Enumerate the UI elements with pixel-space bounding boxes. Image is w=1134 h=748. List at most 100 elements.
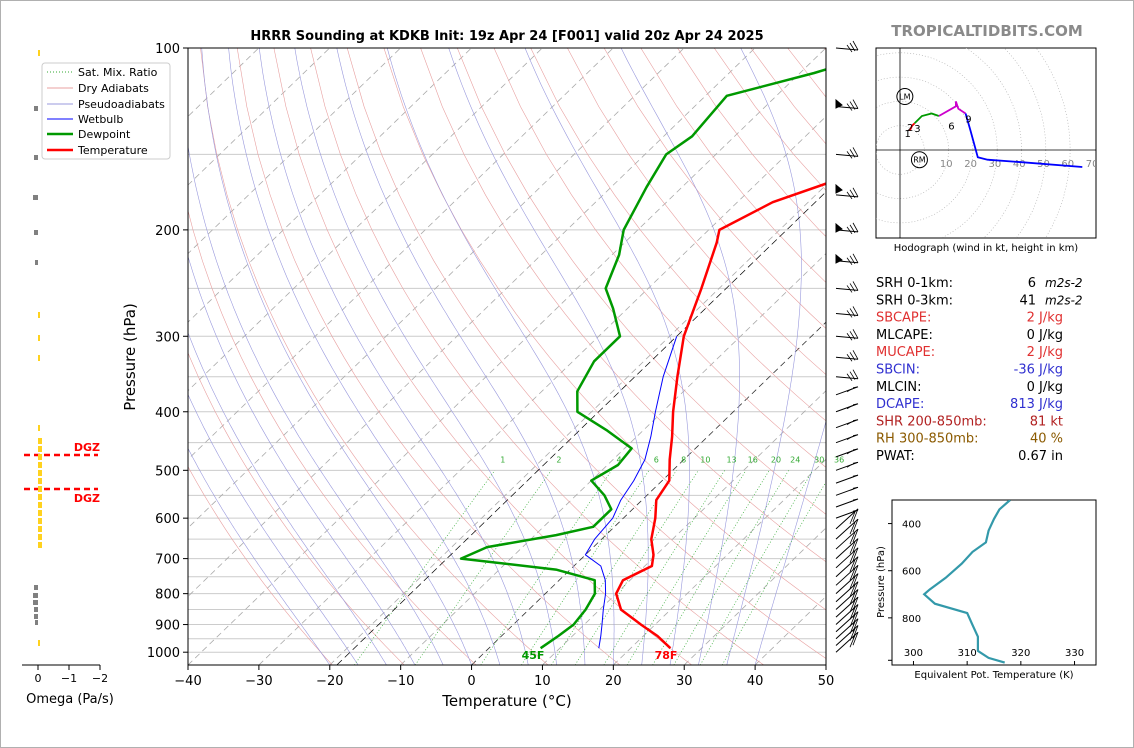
barb-feather bbox=[849, 487, 856, 491]
wind-barb bbox=[835, 281, 859, 293]
wind-barb bbox=[835, 253, 859, 266]
barb-feather bbox=[849, 559, 856, 572]
isotherm-line bbox=[400, 253, 826, 665]
wind-barb bbox=[835, 573, 859, 595]
wetbulb-profile bbox=[584, 336, 678, 649]
index-label: MLCAPE: bbox=[876, 328, 933, 343]
index-label: SHR 200-850mb: bbox=[876, 414, 987, 429]
barb-feather bbox=[846, 151, 853, 159]
x-tick-label: 0 bbox=[467, 674, 475, 689]
omega-bar bbox=[38, 454, 42, 460]
barb-feather bbox=[849, 475, 856, 479]
omega-bar bbox=[38, 50, 40, 56]
index-value: 40 % bbox=[1030, 432, 1063, 447]
index-label: DCAPE: bbox=[876, 397, 924, 412]
omega-bar bbox=[33, 600, 38, 605]
index-label: MLCIN: bbox=[876, 380, 921, 395]
index-label: SRH 0-1km: bbox=[876, 276, 953, 291]
index-label: SBCAPE: bbox=[876, 311, 931, 326]
mixing-ratio-line bbox=[354, 470, 496, 665]
barb-feather bbox=[852, 434, 859, 437]
wind-barb bbox=[835, 448, 859, 458]
barb-feather bbox=[846, 354, 853, 362]
barb-staff bbox=[835, 376, 859, 380]
moist-adiabat bbox=[726, 48, 802, 665]
barb-feather bbox=[852, 625, 859, 639]
wind-barb bbox=[835, 350, 859, 362]
barb-staff bbox=[835, 573, 859, 595]
barb-feather bbox=[849, 283, 856, 292]
y-tick-label: 300 bbox=[155, 330, 180, 345]
index-value: 81 kt bbox=[1030, 414, 1063, 429]
hodograph-height-label: 9 bbox=[965, 114, 971, 125]
barb-staff bbox=[835, 287, 859, 291]
wind-barb bbox=[835, 538, 859, 559]
storm-motion-label: RM bbox=[913, 156, 926, 165]
barb-feather bbox=[849, 541, 856, 554]
dry-adiabat bbox=[188, 352, 405, 665]
isotherm-line bbox=[258, 115, 826, 665]
wind-barb bbox=[835, 486, 859, 496]
hodograph-height-label: 3 bbox=[914, 124, 920, 135]
omega-bar bbox=[38, 518, 42, 524]
isotherm-line bbox=[329, 184, 826, 665]
hodograph-height-label: 6 bbox=[948, 122, 954, 133]
hodograph-segment bbox=[913, 112, 940, 124]
barb-feather bbox=[849, 331, 856, 340]
barb-feather bbox=[852, 573, 859, 587]
barb-feather bbox=[849, 592, 856, 605]
index-value: 6 bbox=[1028, 276, 1036, 291]
legend-label-mixing-ratio: Sat. Mix. Ratio bbox=[78, 66, 158, 79]
barb-feather bbox=[852, 369, 859, 379]
barb-feather bbox=[852, 632, 859, 646]
omega-bar bbox=[38, 542, 42, 548]
barb-feather bbox=[849, 510, 856, 514]
dewpoint-profile bbox=[459, 68, 826, 650]
dry-adiabat bbox=[188, 465, 333, 665]
barb-feather bbox=[849, 576, 856, 589]
storm-motion-marker bbox=[896, 88, 914, 106]
barb-feather bbox=[849, 101, 856, 110]
hodograph-height-label: 2 bbox=[907, 123, 913, 134]
barb-staff bbox=[835, 547, 859, 569]
mixing-ratio-label: 30 bbox=[814, 456, 824, 465]
barb-pennant bbox=[835, 183, 843, 194]
barb-feather bbox=[846, 103, 853, 111]
barb-feather bbox=[852, 40, 859, 51]
omega-bar bbox=[38, 355, 40, 361]
barb-feather bbox=[849, 614, 856, 627]
dry-adiabat bbox=[457, 48, 826, 515]
barb-feather bbox=[849, 308, 856, 317]
temperature-profile bbox=[614, 182, 826, 650]
barb-pennant bbox=[835, 253, 843, 264]
omega-bar bbox=[38, 526, 42, 532]
index-unit: m2s-2 bbox=[1045, 276, 1083, 290]
barb-feather bbox=[852, 581, 859, 595]
x-tick-label: −40 bbox=[174, 674, 201, 689]
dry-adiabat bbox=[420, 48, 826, 563]
omega-bar bbox=[38, 425, 40, 431]
index-label: MUCAPE: bbox=[876, 345, 935, 360]
barb-feather bbox=[852, 386, 859, 389]
theta-e-plot: 300 310 320 330 400 600 800 bbox=[888, 500, 1084, 665]
barb-feather bbox=[852, 547, 859, 561]
omega-bar bbox=[38, 478, 42, 484]
mixing-ratio-label: 1 bbox=[500, 456, 505, 465]
wind-barb bbox=[835, 369, 859, 381]
barb-feather bbox=[852, 306, 859, 316]
barb-feather bbox=[852, 556, 859, 570]
isotherm-line bbox=[188, 48, 614, 460]
barb-feather bbox=[852, 448, 859, 451]
legend-label-pseudoadiabats: Pseudoadiabats bbox=[78, 98, 165, 111]
omega-tick-0: 0 bbox=[35, 672, 42, 685]
mixing-ratio-line bbox=[574, 470, 699, 665]
omega-tick-1: −1 bbox=[61, 672, 77, 685]
wind-barbs bbox=[835, 40, 859, 653]
barb-feather bbox=[852, 611, 859, 625]
skewt-x-label: Temperature (°C) bbox=[441, 692, 571, 710]
isotherm-line bbox=[188, 48, 756, 597]
barb-feather bbox=[846, 405, 853, 410]
barb-staff bbox=[835, 581, 859, 603]
wind-barb bbox=[835, 40, 859, 53]
omega-panel: 0 −1 −2 Omega (Pa/s) DGZ DGZ bbox=[22, 45, 114, 707]
